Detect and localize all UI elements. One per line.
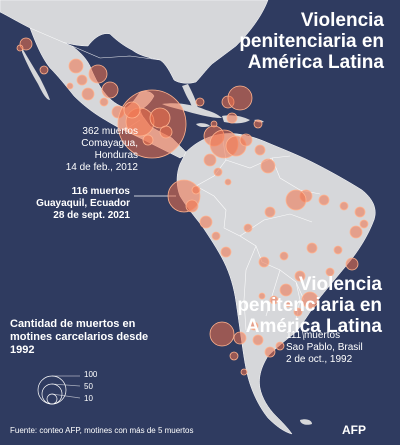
bubble [264, 206, 276, 218]
bubble [279, 283, 293, 297]
baja-california [22, 48, 50, 100]
bubble [345, 257, 359, 271]
bubble [220, 246, 232, 258]
bubble [260, 158, 276, 174]
bubble [159, 125, 173, 139]
bubble [149, 107, 171, 129]
annotation-place: Guayaquil, Ecuador [36, 198, 130, 209]
bubble [185, 199, 199, 213]
annotation-deaths: 111 muertos [286, 330, 341, 341]
bubble [191, 185, 201, 195]
legend-circles [37, 375, 81, 405]
bubble [99, 97, 109, 107]
bubble [224, 178, 232, 186]
bubble [306, 242, 318, 254]
legend-label-10: 10 [84, 394, 93, 403]
incident-bubbles [16, 37, 369, 376]
jamaica [196, 123, 210, 128]
bubble [240, 368, 248, 376]
bubble [239, 133, 253, 147]
bubble [249, 321, 259, 331]
bubble [142, 134, 154, 146]
bubble [264, 346, 276, 358]
bubble [195, 97, 205, 107]
bubble [258, 256, 270, 268]
bubble [258, 292, 266, 300]
bubble [269, 295, 279, 305]
annotation-date: 2 de oct., 1992 [286, 354, 353, 365]
annotation-date: 14 de feb., 2012 [65, 162, 138, 173]
source-note: Fuente: conteo AFP, motines con más de 5… [10, 426, 194, 435]
annotation-place: Sao Pablo, Brasil [286, 342, 363, 353]
bubble [16, 44, 24, 52]
bubble [254, 144, 266, 156]
bubble [199, 215, 213, 229]
annotation-place: Comayagua, Honduras [81, 138, 138, 161]
bubble [203, 153, 217, 167]
bubble [339, 201, 349, 211]
bubble [252, 334, 264, 346]
bubble [209, 321, 235, 347]
falkland-islands [300, 419, 312, 425]
bubble [81, 87, 95, 101]
legend-label-50: 50 [84, 382, 93, 391]
afp-logo: AFP [342, 423, 366, 437]
subtitle-repeat: Violencia penitenciaria en América Latin… [237, 274, 382, 337]
bubble [123, 101, 141, 119]
florida [182, 84, 198, 110]
annotation-deaths: 116 muertos [71, 186, 130, 197]
bubble [233, 331, 247, 345]
legend-label-100: 100 [84, 370, 98, 379]
bubble [213, 167, 223, 177]
bubble [294, 270, 306, 282]
bubble [279, 251, 289, 261]
annotation-date: 28 de sept. 2021 [53, 210, 130, 221]
bubble [354, 206, 366, 218]
bubble [293, 307, 303, 317]
south-america-landmass [176, 133, 376, 435]
annotation-comayagua: 362 muertos Comayagua, Honduras 14 de fe… [44, 126, 138, 174]
bubble [88, 64, 108, 84]
bubble [349, 225, 363, 239]
bubble [359, 219, 369, 229]
annotation-guayaquil: 116 muertos Guayaquil, Ecuador 28 de sep… [22, 186, 130, 222]
bubble [39, 65, 49, 75]
legend-title: Cantidad de muertos en motines carcelari… [10, 318, 149, 356]
bubble [68, 58, 84, 74]
bubble [226, 112, 238, 124]
page-title: Violencia penitenciaria en América Latin… [239, 10, 384, 73]
bubble [333, 245, 343, 255]
bubble [211, 231, 221, 241]
bubble [76, 74, 88, 86]
bubble [229, 351, 239, 361]
bubble [275, 341, 285, 351]
bubble [227, 85, 253, 111]
bubble [285, 189, 307, 211]
bubble [318, 194, 330, 206]
annotation-sao-pablo: 111 muertos Sao Pablo, Brasil 2 de oct.,… [286, 330, 396, 366]
bubble [101, 81, 119, 99]
bubble [66, 82, 74, 90]
bubble [284, 300, 292, 308]
bubble [243, 223, 253, 233]
bubble [253, 119, 263, 129]
bubble-sao-pablo [301, 291, 319, 309]
annotation-deaths: 362 muertos [82, 126, 138, 137]
bubble [325, 267, 335, 277]
